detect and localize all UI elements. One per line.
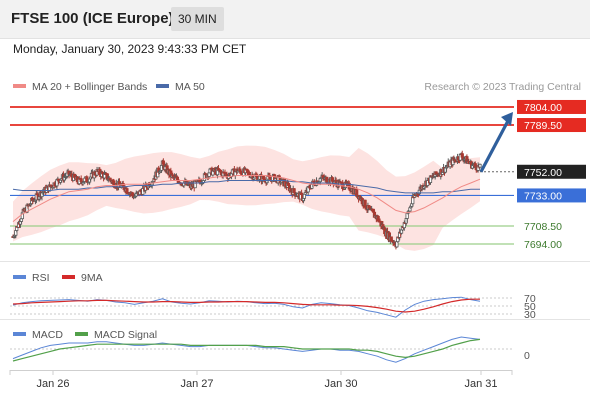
rsi-level-label: 70: [524, 293, 536, 305]
x-tick-label: Jan 30: [324, 378, 357, 390]
macd-legend-swatch: [13, 332, 26, 336]
x-tick-label: Jan 27: [180, 378, 213, 390]
macd-signal-legend-label: MACD Signal: [94, 329, 157, 341]
scenario-arrow-head: [501, 111, 513, 126]
resistance-label-bg: [517, 99, 586, 114]
macd-signal-line: [12, 338, 481, 362]
support-level-label: 7694.00: [524, 239, 562, 251]
candle-up: [302, 193, 307, 199]
rsi-ma-legend-swatch: [62, 275, 75, 279]
ma20-legend-label: MA 20 + Bollinger Bands: [32, 81, 147, 93]
scenario-arrow-shaft: [479, 118, 511, 173]
instrument-title: FTSE 100 (ICE Europe): [11, 10, 174, 27]
credit-text: Research © 2023 Trading Central: [424, 81, 581, 93]
rsi-legend-label: RSI: [32, 272, 50, 284]
rsi-level-label: 50: [524, 301, 536, 313]
rsi-legend-swatch: [13, 275, 26, 279]
x-axis: Jan 26 Jan 27 Jan 30 Jan 31: [9, 370, 513, 390]
candle-up: [478, 163, 482, 168]
rsi-ma-legend-label: 9MA: [81, 272, 103, 284]
macd-zero-label: 0: [524, 350, 530, 362]
bollinger-band: [13, 145, 480, 251]
resistance-label-bg: [517, 118, 586, 133]
ma50-legend-label: MA 50: [175, 81, 205, 93]
ma20-line: [12, 175, 481, 222]
chart-header: FTSE 100 (ICE Europe) 30 MIN: [0, 0, 590, 39]
pivot-level-label: 7733.00: [524, 190, 562, 202]
macd-legend-label: MACD: [32, 329, 63, 341]
chart-datetime: Monday, January 30, 2023 9:43:33 PM CET: [13, 42, 247, 56]
x-tick-label: Jan 31: [464, 378, 497, 390]
x-tick-label: Jan 26: [36, 378, 69, 390]
macd-line: [12, 336, 481, 363]
price-pane: 7804.00 7789.50 7752.00 7733.00 7708.50 7694.…: [10, 99, 586, 251]
candle-down: [292, 188, 296, 193]
resistance-level-label: 7804.00: [524, 102, 562, 114]
price-legend: MA 20 + Bollinger Bands MA 50 Research ©…: [13, 81, 581, 93]
rsi-ma-line: [12, 298, 480, 313]
ma20-legend-swatch: [13, 84, 26, 88]
macd-signal-legend-swatch: [75, 332, 88, 336]
last-level-label: 7752.00: [524, 167, 562, 179]
rsi-level-label: 30: [524, 309, 536, 321]
ma50-legend-swatch: [156, 84, 169, 88]
last-label-bg: [517, 164, 586, 179]
candle-up: [207, 172, 211, 177]
candle-down: [125, 188, 129, 194]
pivot-label-bg: [517, 188, 586, 203]
support-level-label: 7708.50: [524, 221, 562, 233]
timeframe-button[interactable]: 30 MIN: [171, 7, 224, 31]
macd-pane: MACD MACD Signal 0: [10, 329, 530, 363]
resistance-level-label: 7789.50: [524, 120, 562, 132]
candle-down: [363, 199, 367, 208]
